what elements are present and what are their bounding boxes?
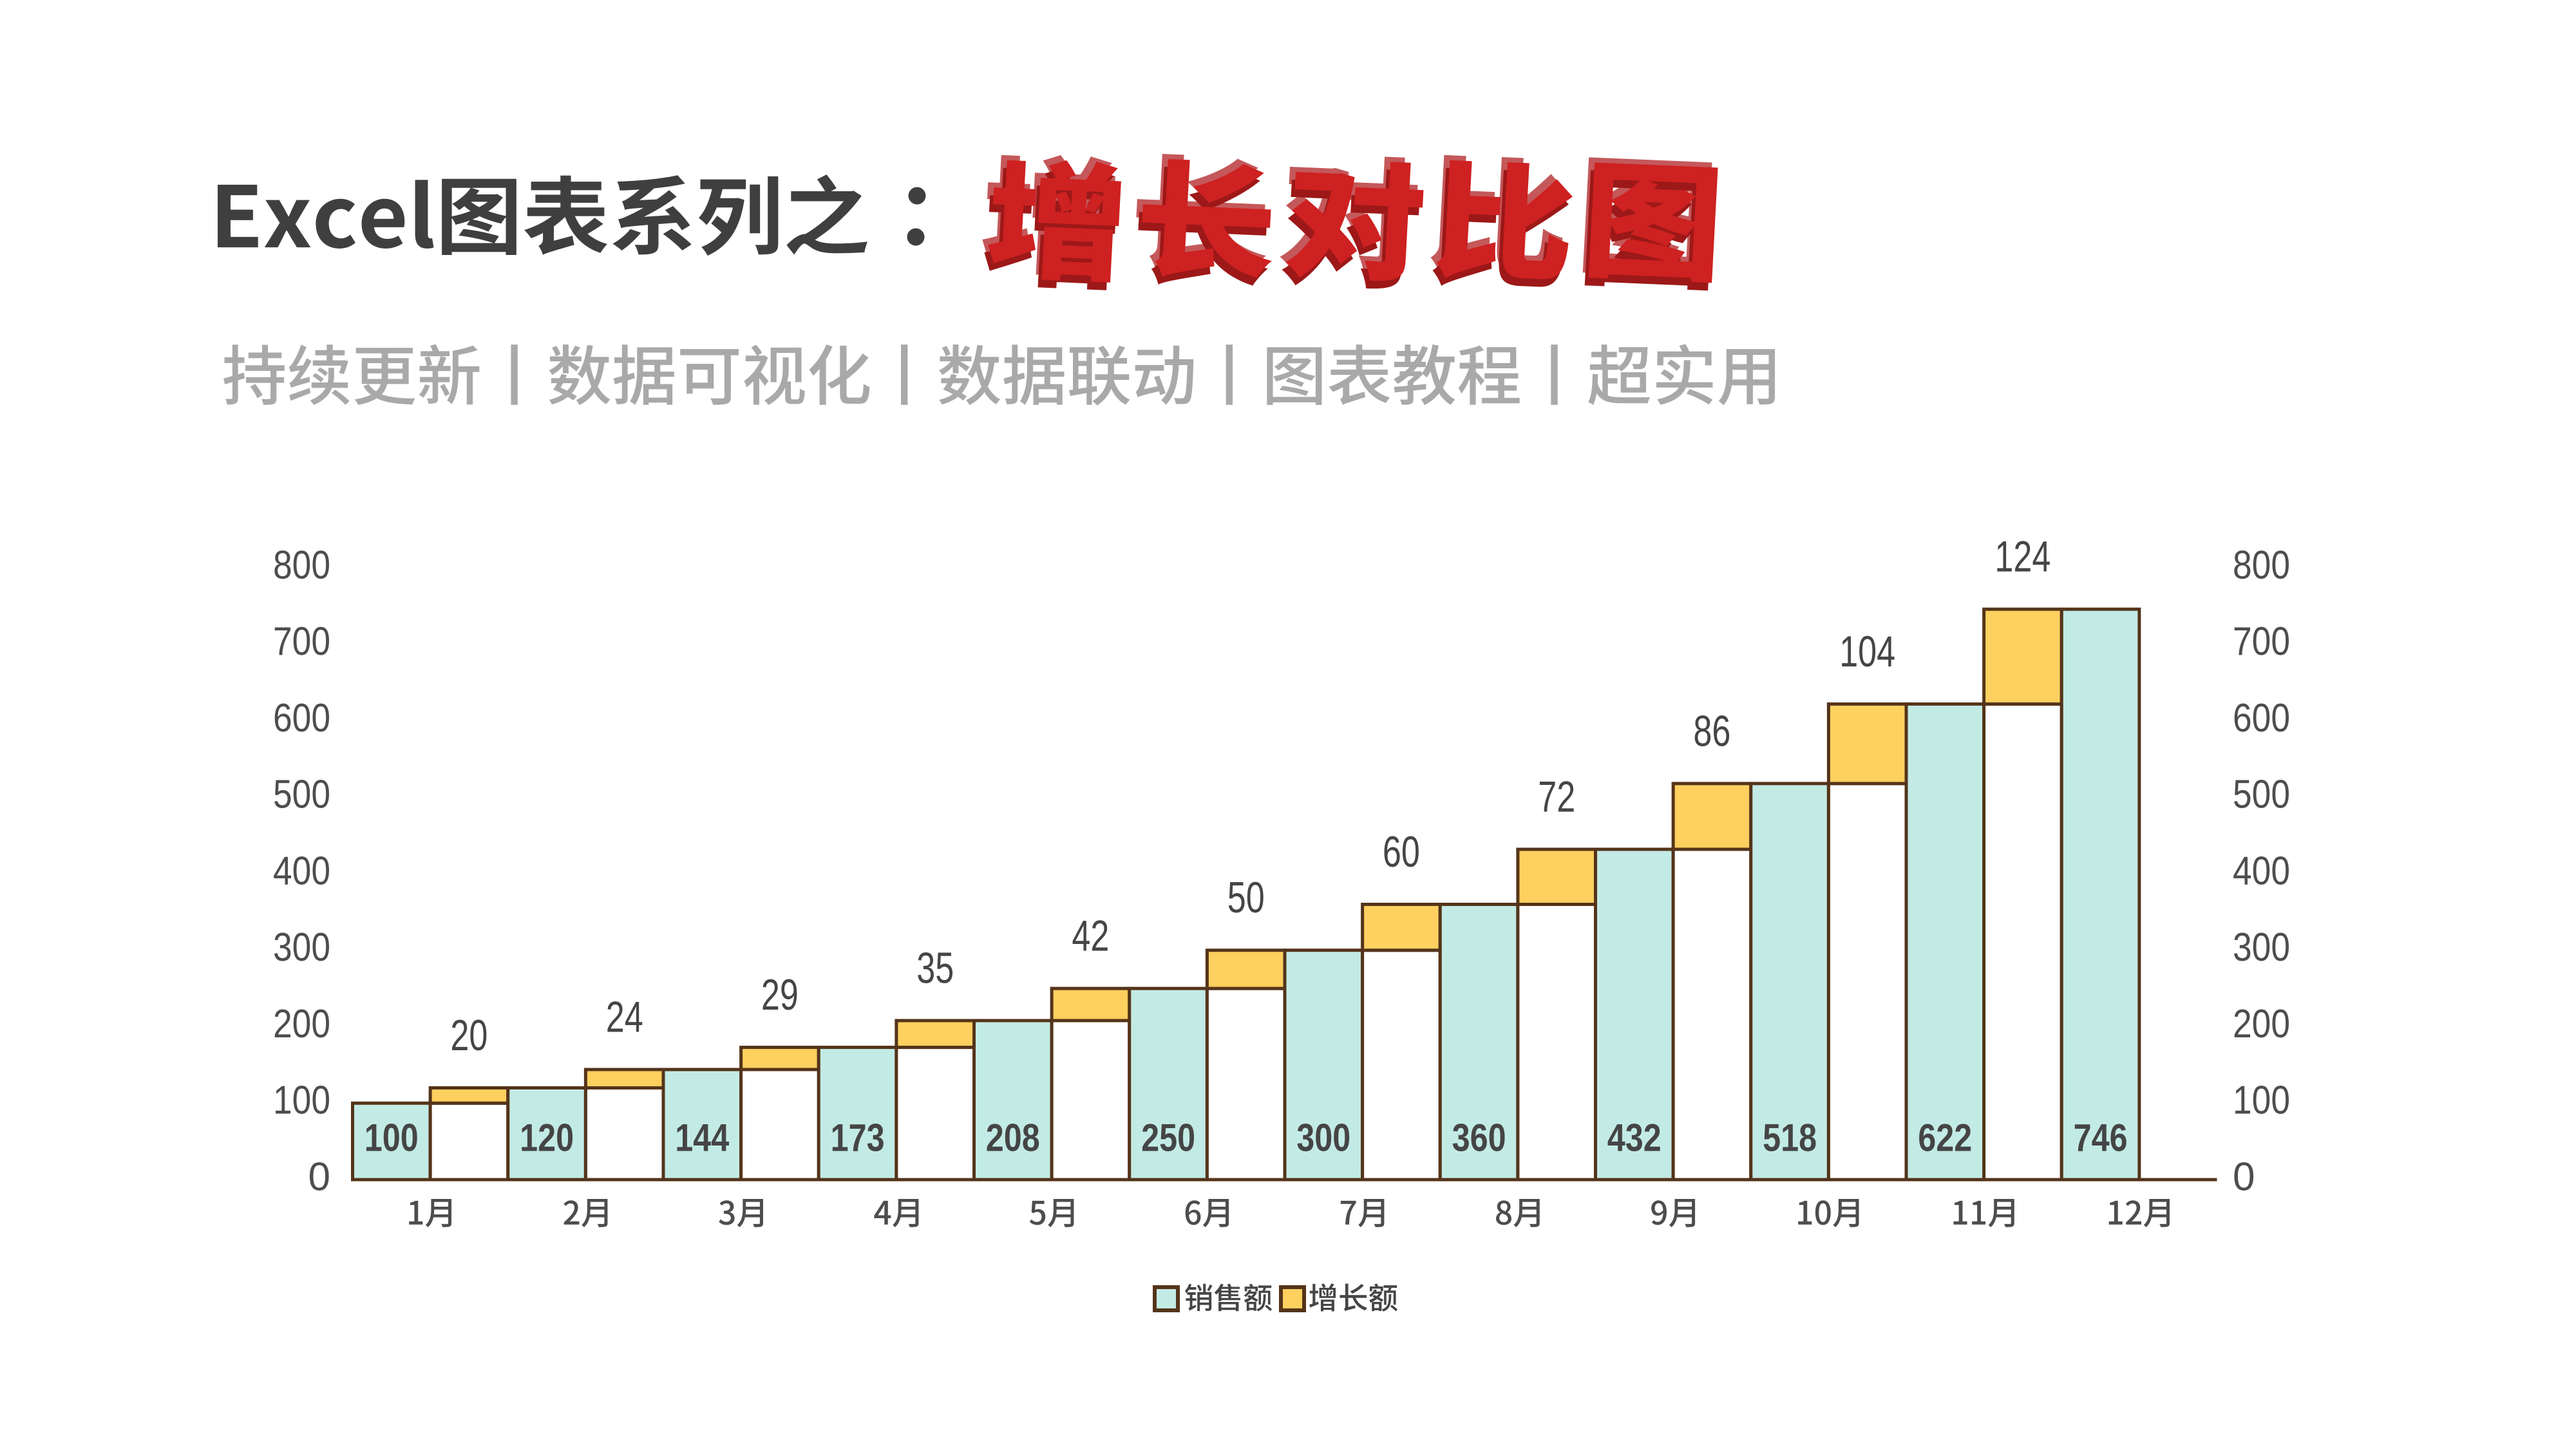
svg-text:0: 0 [308, 1155, 330, 1199]
svg-text:50: 50 [1227, 873, 1265, 922]
svg-text:35: 35 [916, 943, 954, 992]
svg-text:200: 200 [2233, 1002, 2290, 1046]
svg-text:360: 360 [1452, 1117, 1506, 1160]
svg-text:29: 29 [761, 970, 799, 1019]
svg-text:300: 300 [1296, 1117, 1350, 1160]
svg-text:250: 250 [1141, 1117, 1195, 1160]
svg-text:746: 746 [2074, 1117, 2128, 1160]
svg-text:500: 500 [2233, 773, 2290, 817]
svg-text:700: 700 [273, 619, 330, 664]
svg-text:86: 86 [1693, 706, 1730, 755]
svg-text:600: 600 [273, 696, 330, 740]
svg-text:500: 500 [273, 773, 330, 817]
svg-text:432: 432 [1607, 1117, 1662, 1160]
svg-text:100: 100 [273, 1079, 330, 1123]
svg-text:0: 0 [2233, 1155, 2255, 1199]
svg-text:173: 173 [831, 1117, 885, 1160]
svg-text:72: 72 [1538, 772, 1575, 821]
svg-text:144: 144 [675, 1117, 730, 1160]
svg-text:120: 120 [520, 1117, 574, 1160]
svg-text:60: 60 [1383, 827, 1420, 876]
svg-text:300: 300 [273, 925, 330, 970]
svg-text:104: 104 [1839, 627, 1895, 676]
svg-text:800: 800 [273, 543, 330, 587]
svg-text:100: 100 [2233, 1079, 2290, 1123]
svg-text:200: 200 [273, 1002, 330, 1046]
svg-text:800: 800 [2233, 543, 2290, 587]
svg-text:20: 20 [450, 1011, 488, 1060]
svg-text:300: 300 [2233, 925, 2290, 970]
svg-text:600: 600 [2233, 696, 2290, 740]
svg-text:100: 100 [365, 1117, 419, 1160]
svg-text:700: 700 [2233, 619, 2290, 664]
svg-text:42: 42 [1072, 912, 1109, 961]
svg-text:400: 400 [273, 849, 330, 893]
svg-text:622: 622 [1918, 1117, 1972, 1160]
svg-text:208: 208 [986, 1117, 1040, 1160]
svg-text:518: 518 [1763, 1117, 1817, 1160]
svg-text:400: 400 [2233, 849, 2290, 893]
svg-text:124: 124 [1994, 533, 2050, 581]
svg-text:24: 24 [606, 992, 643, 1041]
